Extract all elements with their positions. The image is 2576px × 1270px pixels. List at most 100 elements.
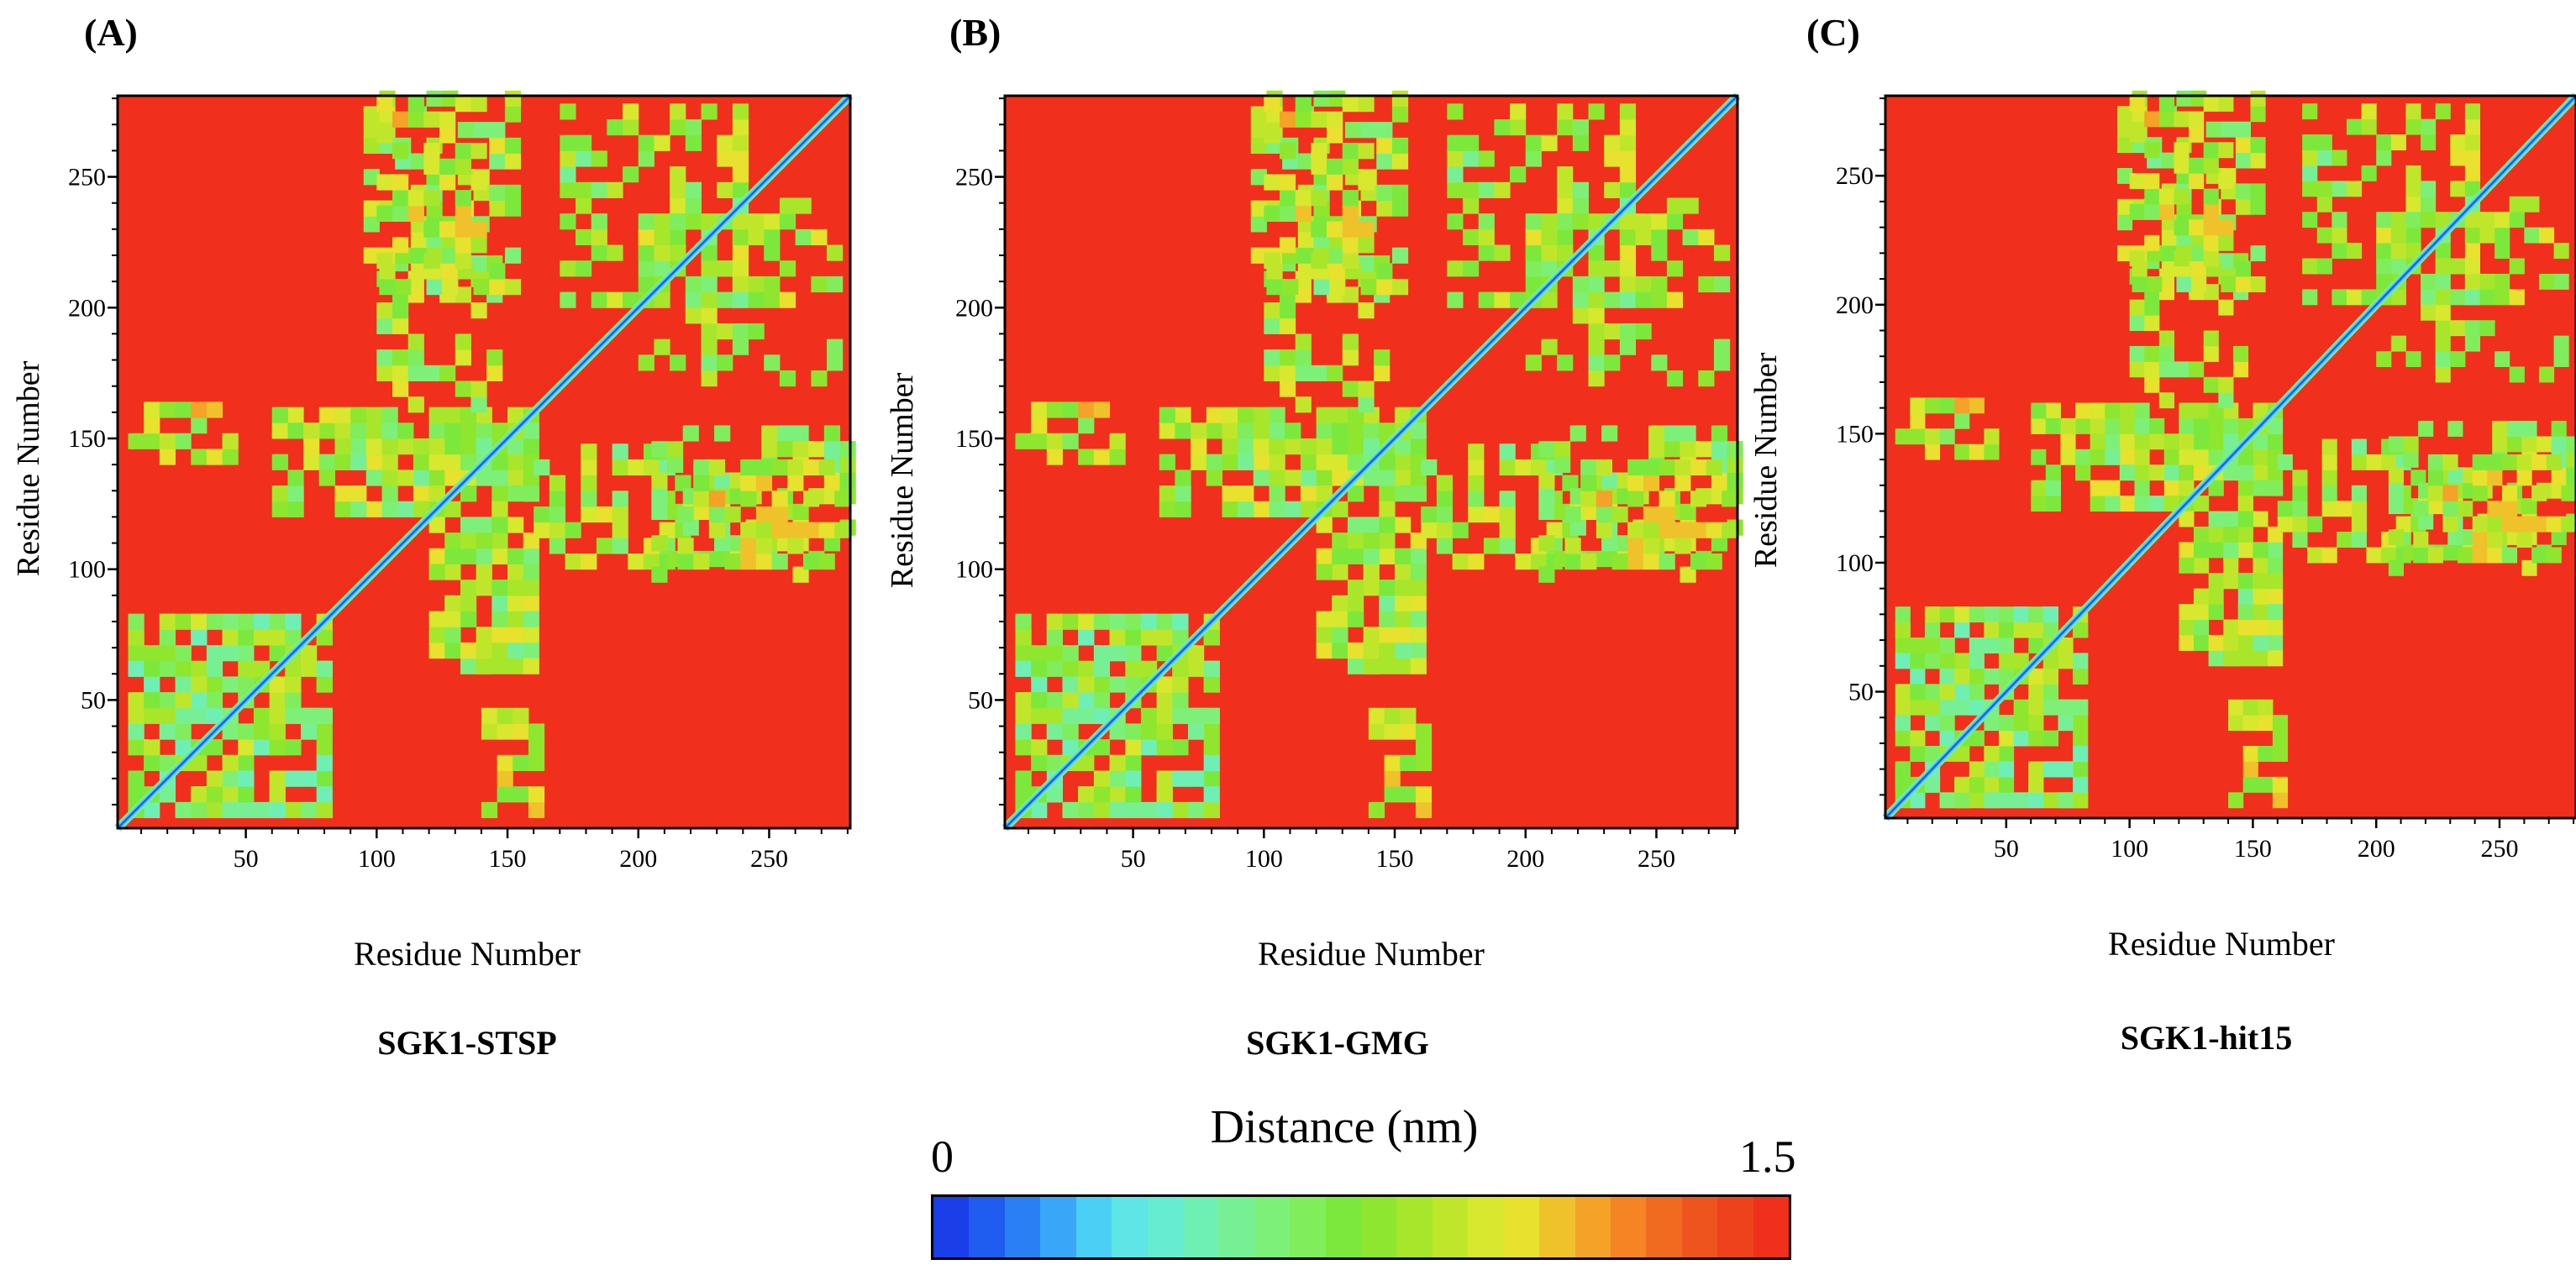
- contact-cell: [1954, 412, 1970, 429]
- contact-cell: [1280, 190, 1296, 207]
- contact-cell: [444, 564, 461, 580]
- contact-cell: [2193, 449, 2210, 465]
- y-tick-label: 150: [955, 425, 993, 453]
- contact-cell: [2413, 547, 2429, 564]
- contact-cell: [2193, 402, 2210, 419]
- contact-cell: [2509, 366, 2525, 383]
- contact-cell: [1342, 190, 1359, 207]
- contact-cell: [439, 127, 456, 144]
- contact-cell: [2132, 276, 2148, 292]
- contact-cell: [316, 707, 333, 724]
- contact-cell: [1557, 354, 1574, 371]
- contact-cell: [2316, 196, 2332, 213]
- x-tick-label: 200: [619, 845, 657, 873]
- contact-region: [2179, 511, 2284, 667]
- contact-cell: [1525, 228, 1542, 246]
- contact-cell: [2176, 90, 2192, 107]
- colorbar-segment: [1218, 1197, 1254, 1257]
- contact-cell: [1295, 349, 1312, 366]
- contact-cell: [1421, 522, 1438, 538]
- contact-cell: [1342, 286, 1359, 303]
- contact-cell: [1421, 459, 1438, 476]
- contact-cell: [2376, 227, 2392, 244]
- contact-cell: [2237, 496, 2253, 512]
- contact-cell: [1410, 658, 1427, 674]
- contact-cell: [2208, 604, 2224, 620]
- contact-cell: [1499, 538, 1516, 554]
- contact-cell: [1601, 425, 1618, 442]
- contact-cell: [2472, 485, 2488, 501]
- contact-cell: [2013, 622, 2029, 638]
- contact-cell: [1311, 365, 1327, 381]
- colorbar-segment: [1468, 1197, 1504, 1257]
- contact-cell: [2031, 480, 2047, 496]
- contact-cell: [489, 200, 506, 217]
- contact-cell: [1238, 454, 1254, 470]
- x-tick-label: 50: [234, 845, 259, 873]
- contact-cell: [2272, 715, 2289, 732]
- contact-cell: [1078, 754, 1095, 771]
- contact-cell: [1360, 279, 1377, 296]
- contact-cell: [410, 153, 427, 170]
- x-tick-label: 100: [358, 845, 396, 873]
- contact-cell: [476, 580, 492, 596]
- contact-cell: [1939, 668, 1955, 685]
- contact-cell: [2075, 402, 2091, 419]
- colorbar-segment: [1361, 1197, 1397, 1257]
- contact-cell: [2203, 157, 2219, 174]
- contact-cell: [1125, 645, 1142, 662]
- contact-cell: [623, 103, 639, 120]
- contact-cell: [2553, 243, 2569, 259]
- contact-cell: [439, 111, 456, 128]
- contact-cell: [128, 645, 145, 662]
- contact-cell: [596, 506, 613, 523]
- contact-cell: [492, 658, 508, 674]
- contact-cell: [1376, 153, 1393, 170]
- contact-cell: [2163, 449, 2179, 465]
- contact-cell: [2134, 496, 2150, 512]
- contact-cell: [2302, 212, 2318, 228]
- contact-cell: [560, 134, 576, 151]
- contact-cell: [1311, 221, 1327, 238]
- contact-cell: [2405, 118, 2421, 135]
- contact-cell: [2450, 134, 2466, 150]
- contact-cell: [1093, 676, 1111, 693]
- contact-cell: [1651, 228, 1668, 246]
- contact-cell: [1619, 291, 1637, 308]
- contact-cell: [2464, 150, 2481, 166]
- contact-cell: [269, 707, 286, 724]
- contact-cell: [316, 676, 333, 693]
- contact-cell: [1280, 365, 1296, 381]
- contact-cell: [823, 535, 841, 552]
- contact-cell: [623, 119, 639, 136]
- contact-cell: [455, 237, 471, 254]
- contact-cell: [1327, 221, 1343, 238]
- x-tick-label: 100: [1245, 845, 1283, 873]
- contact-cell: [2421, 134, 2437, 150]
- contact-cell: [316, 723, 333, 740]
- contact-cell: [413, 438, 430, 455]
- contact-cell: [651, 441, 668, 458]
- contact-cell: [693, 491, 710, 507]
- contact-cell: [2316, 258, 2332, 275]
- contact-cell: [1238, 501, 1254, 517]
- contact-cell: [560, 150, 576, 167]
- contact-cell: [2551, 436, 2567, 453]
- contact-cell: [2073, 746, 2089, 762]
- contact-cell: [444, 642, 461, 659]
- contact-cell: [1109, 676, 1126, 693]
- contact-cell: [670, 103, 686, 120]
- contact-region: [1015, 613, 1220, 819]
- contact-cell: [128, 739, 145, 756]
- contact-cell: [407, 349, 424, 366]
- contact-cell: [685, 307, 702, 324]
- contact-cell: [285, 629, 302, 646]
- contact-cell: [823, 425, 841, 442]
- contact-cell: [2218, 253, 2234, 270]
- contact-cell: [413, 501, 430, 517]
- contact-cell: [392, 111, 409, 128]
- contact-cell: [1316, 564, 1333, 580]
- contact-cell: [2144, 234, 2160, 251]
- contact-cell: [365, 470, 383, 486]
- contact-cell: [1379, 422, 1396, 439]
